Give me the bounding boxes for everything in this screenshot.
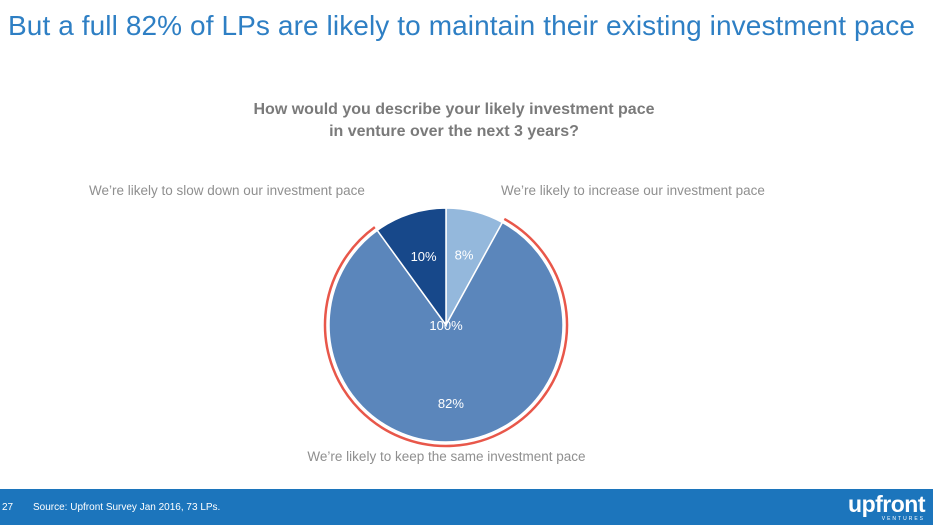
chart-title-line-2: in venture over the next 3 years?	[329, 123, 579, 140]
slice-value-label-keep-same: 82%	[438, 396, 464, 411]
category-label-increase: We’re likely to increase our investment …	[501, 183, 765, 198]
highlight-arc	[323, 217, 569, 448]
pie-slice-slow-down	[376, 207, 447, 328]
category-label-slow-down: We’re likely to slow down our investment…	[89, 183, 365, 198]
slide-headline: But a full 82% of LPs are likely to main…	[8, 10, 916, 41]
slice-value-label-increase: 8%	[455, 248, 474, 263]
pie-slice-keep-same	[328, 221, 564, 443]
upfront-logo: upfront VENTURES	[848, 492, 925, 522]
pie-chart: 8% 82% 10% 100%	[323, 207, 569, 448]
logo-subtext: VENTURES	[881, 516, 925, 522]
source-note: Source: Upfront Survey Jan 2016, 73 LPs.	[33, 502, 221, 513]
logo-wordmark: upfront	[848, 491, 925, 517]
slice-value-label-slow-down: 10%	[411, 249, 437, 264]
chart-title-line-1: How would you describe your likely inves…	[253, 101, 655, 118]
category-label-keep-same: We’re likely to keep the same investment…	[307, 449, 586, 464]
footer-bar	[0, 489, 933, 525]
pie-total-label: 100%	[429, 318, 463, 333]
page-number: 27	[2, 502, 14, 513]
